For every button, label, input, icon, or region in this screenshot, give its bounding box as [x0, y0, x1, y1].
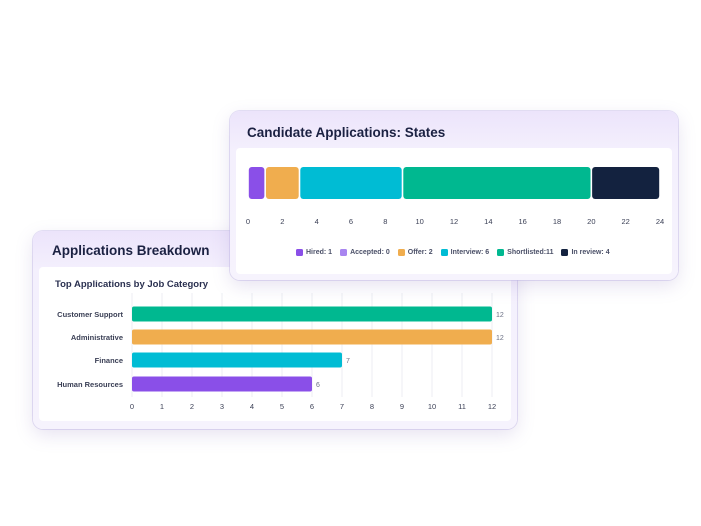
x-tick-label: 11 [458, 402, 466, 411]
legend-label: Interview: 6 [450, 249, 490, 256]
legend-label: Hired: 1 [306, 249, 333, 256]
legend-item: Accepted: 0 [340, 249, 390, 256]
category-bar [132, 306, 492, 322]
x-tick-label: 6 [310, 402, 314, 411]
legend-label: Offer: 2 [407, 249, 433, 256]
segment-offer [265, 167, 299, 199]
bar-value-label: 12 [496, 335, 504, 342]
legend-swatch [497, 249, 505, 256]
category-bar [132, 329, 492, 345]
segment-interview [300, 167, 402, 199]
x-tick-label: 22 [621, 217, 629, 226]
legend-item: Interview: 6 [440, 249, 490, 256]
bar-value-label: 7 [346, 358, 350, 365]
x-tick-label: 2 [190, 402, 194, 411]
legend-swatch [296, 249, 303, 256]
legend-item: Offer: 2 [397, 249, 433, 256]
breakdown-card-title: Applications Breakdown [52, 243, 210, 258]
legend-item: In review: 4 [561, 249, 610, 256]
x-tick-label: 10 [428, 402, 436, 411]
x-tick-label: 20 [587, 217, 595, 226]
x-tick-label: 2 [280, 217, 284, 226]
states-card-title: Candidate Applications: States [247, 125, 446, 140]
legend-label: Accepted: 0 [350, 249, 390, 256]
x-tick-label: 10 [415, 217, 423, 226]
bar-value-label: 12 [496, 312, 504, 319]
x-tick-label: 18 [553, 217, 561, 226]
legend-item: Shortlisted:11 [497, 249, 553, 256]
bar-value-label: 6 [316, 382, 320, 389]
x-tick-label: 4 [315, 217, 319, 226]
x-tick-label: 6 [349, 217, 353, 226]
x-tick-label: 12 [488, 402, 496, 411]
legend-label: In review: 4 [571, 249, 610, 256]
legend-label: Shortlisted:11 [507, 249, 554, 256]
x-tick-label: 8 [370, 402, 374, 411]
legend-swatch [397, 249, 405, 256]
x-tick-label: 24 [656, 217, 664, 226]
category-label: Administrative [71, 333, 123, 342]
segment-hired [248, 167, 265, 199]
x-tick-label: 8 [383, 217, 387, 226]
x-tick-label: 9 [400, 402, 404, 411]
x-tick-label: 5 [280, 402, 284, 411]
x-tick-label: 3 [220, 402, 224, 411]
legend-item: Hired: 1 [296, 249, 332, 256]
x-tick-label: 0 [246, 217, 250, 226]
candidate-states-card: Candidate Applications: States 0 2 4 6 8 10 12… [230, 111, 678, 280]
category-bar [132, 376, 312, 392]
legend-swatch [340, 249, 348, 256]
category-label: Customer Support [57, 310, 123, 319]
x-tick-label: 0 [130, 402, 134, 411]
x-tick-label: 16 [518, 217, 526, 226]
x-tick-label: 12 [450, 217, 458, 226]
states-chart-panel: 0 2 4 6 8 10 12 14 16 18 20 22 24 Hired: 1 Accepted: … [236, 148, 672, 274]
chart-subtitle: Top Applications by Job Category [55, 279, 209, 290]
segment-in-review [592, 167, 660, 199]
legend-swatch [440, 249, 448, 256]
states-legend: Hired: 1 Accepted: 0 Offer: 2 Interview: 6 S… [296, 249, 610, 256]
x-tick-label: 1 [160, 402, 164, 411]
x-tick-label: 4 [250, 402, 254, 411]
category-bar [132, 352, 342, 368]
stacked-states-bar-chart: 0 2 4 6 8 10 12 14 16 18 20 22 24 [246, 167, 664, 226]
category-label: Finance [95, 356, 123, 365]
segment-shortlisted [403, 167, 591, 199]
legend-swatch [561, 249, 569, 256]
x-tick-label: 14 [484, 217, 492, 226]
x-tick-label: 7 [340, 402, 344, 411]
category-label: Human Resources [57, 380, 123, 389]
